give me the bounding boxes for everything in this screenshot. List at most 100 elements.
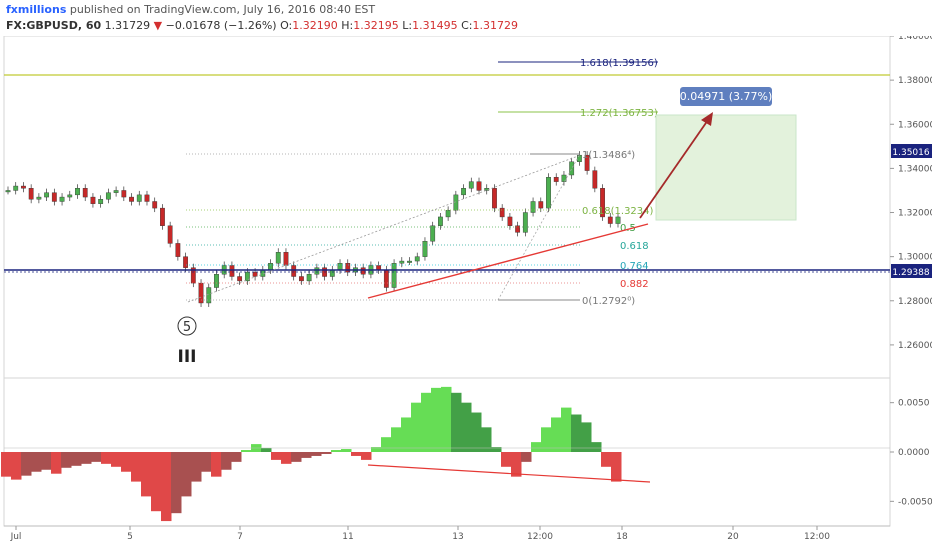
- oscillator-divergence-line: [367, 464, 651, 483]
- candle: [121, 190, 127, 198]
- histogram-bar: [421, 392, 432, 452]
- price-tick-label: 1.32000: [898, 209, 932, 219]
- publisher-line: fxmillions published on TradingView.com,…: [6, 3, 375, 16]
- candle: [275, 252, 281, 264]
- symbol-label[interactable]: FX:GBPUSD, 60: [6, 19, 102, 32]
- low-value: 1.31495: [412, 19, 458, 32]
- histogram-bar: [181, 452, 192, 497]
- histogram-bar: [1, 452, 12, 477]
- histogram-bar: [11, 452, 22, 480]
- candle: [160, 207, 165, 226]
- candle: [561, 174, 567, 182]
- histogram-bar: [291, 452, 302, 462]
- histogram-bar: [321, 452, 332, 454]
- wave-5-label: 5: [183, 320, 191, 335]
- open-value: 1.32190: [292, 19, 338, 32]
- histogram-bar: [351, 452, 362, 456]
- histogram-bar: [451, 392, 462, 452]
- candle: [461, 188, 466, 196]
- candle: [407, 260, 412, 263]
- chart-canvas[interactable]: 1.618(1.39156) 1.272(1.36753) 1(1.3486⁴)…: [0, 36, 932, 550]
- histogram-bar: [551, 417, 562, 452]
- histogram-bar: [371, 447, 382, 452]
- candle: [283, 252, 289, 266]
- candle: [546, 177, 551, 209]
- candle: [113, 190, 119, 193]
- histogram-bar: [331, 450, 342, 452]
- candle: [607, 216, 613, 224]
- price-axis[interactable]: 1.40000 1.38000 1.36000 1.34000 1.32000 1.300…: [890, 36, 932, 351]
- fib-0618b-label: 0.618: [620, 241, 649, 252]
- histogram-bar: [121, 452, 132, 472]
- candle: [453, 194, 459, 211]
- price-tick-label: 1.28000: [898, 297, 932, 307]
- candle: [105, 192, 111, 200]
- histogram-bar: [91, 452, 102, 462]
- candle: [576, 154, 582, 162]
- candle: [268, 263, 273, 271]
- histogram-bar: [411, 402, 422, 452]
- histogram-bar: [531, 442, 542, 452]
- candle: [59, 196, 65, 202]
- histogram-bar: [541, 427, 552, 452]
- time-axis[interactable]: Jul 5 7 11 13 12:00 18 20 12:00: [10, 526, 831, 542]
- histogram-bar: [521, 452, 532, 462]
- candle: [152, 201, 158, 209]
- candle: [214, 274, 219, 288]
- histogram-bar: [481, 427, 492, 452]
- candle: [67, 194, 73, 198]
- fib-0618a-label: 0.618(1.3234): [582, 206, 654, 217]
- oscillator-axis[interactable]: 0.0050 0.0000 -0.0050: [890, 399, 932, 508]
- publisher-name[interactable]: fxmillions: [6, 3, 67, 16]
- candle: [499, 207, 505, 218]
- histogram-bar: [431, 387, 442, 452]
- time-tick-label: 11: [342, 532, 353, 542]
- wave-5-circle: [177, 316, 197, 336]
- candle: [468, 181, 474, 189]
- last-price: 1.31729: [104, 19, 151, 32]
- wedge-upper-line: [187, 155, 579, 303]
- candle: [237, 276, 243, 282]
- fib-1-label: 1(1.3486⁴): [582, 150, 635, 161]
- candle: [438, 216, 443, 226]
- candle: [206, 287, 212, 304]
- price-change: −0.01678 (−1.26%): [165, 19, 277, 32]
- candle: [337, 263, 343, 271]
- candle: [129, 196, 134, 202]
- high-label: H:: [341, 19, 354, 32]
- candle: [584, 154, 590, 171]
- time-tick-label: Jul: [10, 532, 22, 542]
- target-box[interactable]: [655, 114, 797, 221]
- histogram-bar: [51, 452, 62, 474]
- histogram-bar: [341, 449, 352, 452]
- histogram-bar: [571, 414, 582, 452]
- candle: [538, 201, 544, 209]
- histogram-bar: [361, 452, 372, 460]
- histogram-bar: [61, 452, 72, 468]
- target-label-bg: [680, 87, 772, 106]
- price-tick-label: 1.34000: [898, 164, 932, 174]
- candle: [28, 188, 34, 200]
- histogram-bar: [611, 452, 622, 482]
- time-tick-label: 20: [727, 532, 739, 542]
- candle: [167, 225, 173, 244]
- candle: [492, 188, 497, 209]
- candle: [507, 216, 513, 226]
- histogram-bar: [241, 450, 252, 452]
- candle: [391, 263, 397, 288]
- candle: [90, 196, 96, 204]
- target-label: 0.04971 (3.77%): [680, 90, 773, 103]
- fib-0882-label: 0.882: [620, 279, 649, 290]
- price-candles: [5, 151, 621, 307]
- candle: [175, 243, 181, 257]
- histogram-bar: [391, 427, 402, 452]
- candle: [329, 269, 335, 277]
- fib-0764-label: 0.764: [620, 261, 649, 272]
- candle: [98, 199, 104, 204]
- candle: [615, 216, 621, 224]
- price-tick-label: 1.26000: [898, 341, 932, 351]
- candle: [383, 269, 389, 288]
- histogram-bar: [301, 452, 312, 458]
- candle: [183, 256, 188, 268]
- candle: [515, 225, 521, 233]
